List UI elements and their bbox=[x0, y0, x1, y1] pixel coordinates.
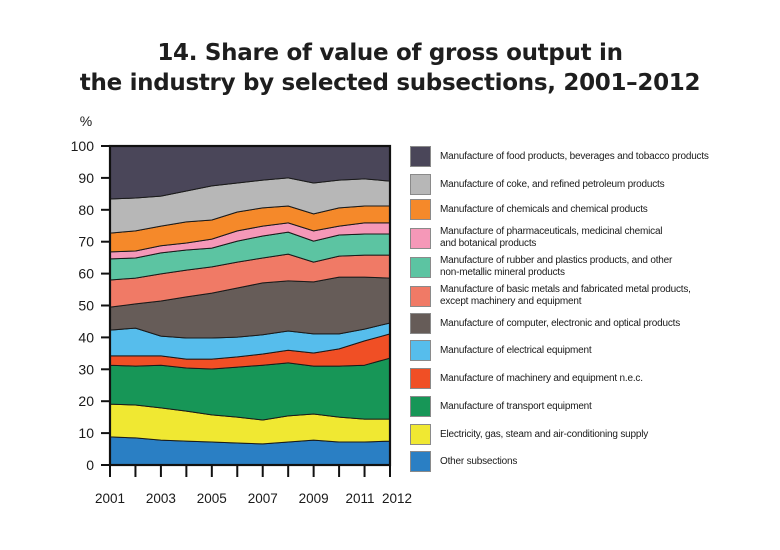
x-tick-label: 2012 bbox=[382, 491, 412, 506]
legend-item: Manufacture of rubber and plastics produ… bbox=[410, 255, 730, 279]
legend-item: Manufacture of food products, beverages … bbox=[410, 146, 730, 167]
chart-title: 14. Share of value of gross output in th… bbox=[0, 38, 780, 98]
legend-item: Manufacture of electrical equipment bbox=[410, 340, 730, 361]
legend-item: Manufacture of computer, electronic and … bbox=[410, 313, 730, 334]
legend-label: Other subsections bbox=[440, 455, 518, 467]
legend-swatch bbox=[410, 285, 431, 307]
y-tick-label: 90 bbox=[78, 170, 94, 186]
legend-label: Manufacture of electrical equipment bbox=[440, 344, 592, 356]
x-tick-label: 2009 bbox=[299, 491, 329, 506]
legend-label: Manufacture of computer, electronic and … bbox=[440, 317, 681, 329]
legend-label: Manufacture of food products, beverages … bbox=[440, 150, 709, 162]
legend-swatch bbox=[410, 146, 431, 167]
legend-swatch bbox=[410, 451, 431, 472]
legend-swatch bbox=[410, 424, 431, 445]
y-tick-label: 60 bbox=[78, 266, 94, 282]
legend-item: Manufacture of transport equipment bbox=[410, 396, 730, 417]
legend-swatch bbox=[410, 340, 431, 361]
y-tick-label: 20 bbox=[78, 393, 94, 409]
legend-label: Manufacture of pharmaceuticals, medicina… bbox=[440, 226, 663, 249]
legend-item: Manufacture of coke, and refined petrole… bbox=[410, 174, 730, 195]
x-tick-label: 2007 bbox=[248, 491, 278, 506]
x-tick-label: 2011 bbox=[346, 491, 375, 506]
y-tick-label: 30 bbox=[78, 361, 94, 377]
legend-swatch bbox=[410, 227, 431, 249]
legend-swatch bbox=[410, 174, 431, 195]
x-axis: 2001 2003 2005 2007 2009 2011 2012 bbox=[95, 465, 412, 506]
legend-item: Manufacture of basic metals and fabricat… bbox=[410, 284, 730, 308]
legend-label: Manufacture of basic metals and fabricat… bbox=[440, 284, 691, 307]
y-tick-label: 100 bbox=[71, 138, 95, 154]
legend-label: Manufacture of rubber and plastics produ… bbox=[440, 255, 673, 278]
chart-title-line-1: 14. Share of value of gross output in bbox=[157, 40, 623, 66]
legend-label: Manufacture of chemicals and chemical pr… bbox=[440, 203, 648, 215]
legend-swatch bbox=[410, 396, 431, 417]
legend-label: Manufacture of coke, and refined petrole… bbox=[440, 178, 665, 190]
y-axis: 0 10 20 30 40 50 60 70 80 90 100 bbox=[71, 138, 110, 473]
legend-item: Manufacture of chemicals and chemical pr… bbox=[410, 199, 730, 220]
y-tick-label: 10 bbox=[78, 425, 94, 441]
x-tick-label: 2001 bbox=[95, 491, 125, 506]
legend-item: Other subsections bbox=[410, 451, 730, 472]
area-layers bbox=[109, 145, 391, 466]
y-tick-label: 0 bbox=[86, 457, 94, 473]
legend-swatch bbox=[410, 256, 431, 278]
y-tick-label: 80 bbox=[78, 202, 94, 218]
y-tick-label: 50 bbox=[78, 298, 94, 314]
legend-item: Manufacture of pharmaceuticals, medicina… bbox=[410, 226, 730, 250]
y-tick-label: 70 bbox=[78, 234, 94, 250]
x-tick-label: 2005 bbox=[197, 491, 227, 506]
chart-title-line-2: the industry by selected subsections, 20… bbox=[79, 70, 701, 96]
plot-frame bbox=[108, 144, 392, 467]
y-axis-label: % bbox=[80, 113, 92, 129]
legend-label: Manufacture of machinery and equipment n… bbox=[440, 372, 643, 384]
legend-swatch bbox=[410, 368, 431, 389]
legend-label: Manufacture of transport equipment bbox=[440, 400, 592, 412]
legend-label: Electricity, gas, steam and air-conditio… bbox=[440, 428, 649, 440]
y-tick-label: 40 bbox=[78, 329, 94, 345]
x-tick-label: 2003 bbox=[146, 491, 176, 506]
legend-swatch bbox=[410, 199, 431, 220]
legend-item: Manufacture of machinery and equipment n… bbox=[410, 368, 730, 389]
legend-swatch bbox=[410, 313, 431, 334]
legend-item: Electricity, gas, steam and air-conditio… bbox=[410, 424, 730, 445]
